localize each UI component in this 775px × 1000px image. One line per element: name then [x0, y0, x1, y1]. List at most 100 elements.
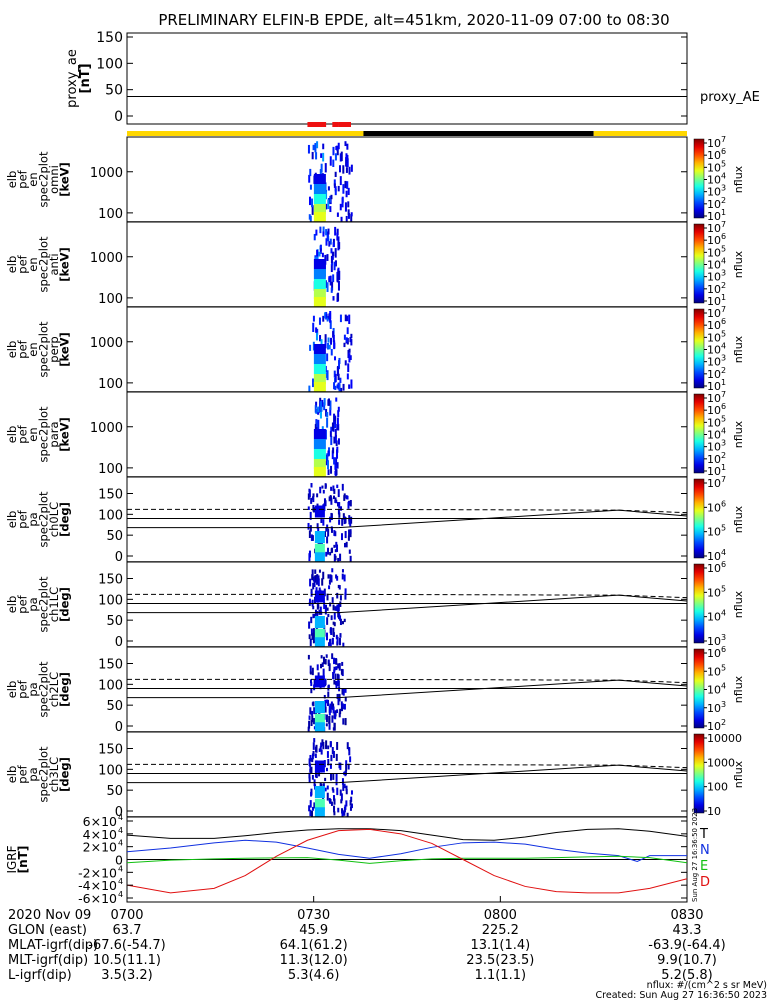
flux-cell [313, 613, 316, 618]
flux-cell [333, 436, 336, 444]
flux-cell [313, 374, 326, 384]
flux-cell [307, 654, 310, 660]
ephem-value: 13.1(1.4) [470, 938, 530, 953]
cb-tick-exponent: 4 [721, 609, 726, 618]
flux-cell [314, 798, 325, 811]
flux-cell [322, 315, 325, 322]
flux-cell [313, 297, 326, 307]
flux-cell [336, 384, 339, 389]
flux-cell [347, 763, 350, 770]
x-date-label: 2020 Nov 09 [8, 908, 91, 923]
cb-tick-label: 10 [707, 186, 721, 199]
flux-cell [313, 259, 326, 269]
flux-cell [340, 793, 343, 801]
y-tick-label: 0 [114, 109, 123, 125]
flux-cell [316, 523, 319, 529]
flux-cell [336, 462, 339, 469]
flux-cell [317, 419, 320, 430]
flux-cell [328, 716, 331, 724]
flux-cell [323, 602, 326, 610]
ch3LC-colorbar [693, 733, 705, 814]
flux-cell [313, 269, 326, 279]
flux-cell [327, 745, 330, 750]
flux-cell [327, 574, 330, 579]
flux-cell [327, 684, 330, 689]
flux-cell [348, 353, 351, 363]
flux-cell [348, 384, 351, 389]
flux-cell [315, 401, 318, 408]
flux-cell [346, 181, 349, 189]
en_perp-colorbar [693, 308, 705, 389]
flux-cell [344, 180, 347, 189]
cb-tick-exponent: 5 [721, 244, 726, 253]
flux-cell [322, 489, 325, 494]
ylabel-line: [keV] [58, 162, 72, 197]
flux-cell [343, 618, 346, 623]
chart-title: PRELIMINARY ELFIN-B EPDE, alt=451km, 202… [158, 11, 669, 29]
flux-cell [339, 553, 342, 561]
cb-tick-label: 10 [707, 586, 721, 599]
ch1LC-frame [126, 561, 688, 648]
cb-tick-exponent: 3 [721, 269, 726, 278]
ylabel-line: [deg] [58, 502, 72, 537]
flux-cell [329, 763, 332, 769]
flux-cell [309, 707, 312, 715]
flux-cell [330, 248, 333, 254]
cb-tick-label: 10 [707, 453, 721, 466]
spectrogram-cells [307, 141, 353, 224]
en_omni-cb-label: nflux [732, 165, 745, 193]
flux-cell [344, 542, 347, 548]
flux-cell [325, 654, 328, 658]
flux-cell [309, 754, 312, 762]
flux-cell [309, 671, 312, 675]
flux-cell [342, 184, 345, 194]
flux-cell [316, 664, 319, 671]
flux-cell [349, 336, 352, 343]
flux-cell [325, 604, 328, 610]
en_para-colorbar [693, 393, 705, 474]
flux-cell [339, 176, 342, 186]
ylabel-line: elb [5, 596, 19, 614]
flux-cell [314, 424, 317, 430]
flux-cell [318, 251, 321, 257]
flux-cell [334, 416, 337, 421]
flux-cell [346, 327, 349, 335]
ylabel-line: pef [16, 764, 30, 783]
flux-cell [336, 673, 339, 679]
flux-cell [324, 312, 327, 319]
flux-cell [333, 612, 336, 620]
ylabel-line: IGRF [5, 845, 19, 873]
flux-cell [307, 726, 310, 734]
flux-cell [314, 786, 325, 798]
spectrogram-cells [308, 311, 353, 395]
flux-cell [319, 782, 322, 788]
flux-cell [339, 601, 342, 607]
flux-cell [310, 688, 313, 694]
flux-cell [332, 495, 335, 500]
flux-cell [329, 407, 332, 416]
flux-cell [325, 632, 328, 641]
flux-cell [311, 806, 314, 811]
spectrogram-cells [307, 653, 347, 735]
flux-cell [335, 773, 338, 781]
flux-cell [308, 553, 311, 562]
igrf-legend-D: D [700, 875, 710, 890]
flux-cell [344, 718, 347, 726]
y-tick-exponent: 4 [118, 877, 123, 886]
flux-cell [325, 767, 328, 772]
flux-cell [349, 799, 352, 806]
flux-cell [338, 585, 341, 590]
flux-cell [326, 699, 329, 704]
cb-tick-exponent: 7 [721, 135, 726, 144]
flux-cell [312, 576, 315, 582]
flux-cell [313, 707, 316, 715]
y-tick-label: 50 [106, 614, 123, 629]
flux-cell [333, 183, 336, 188]
flux-cell [333, 666, 336, 672]
flux-cell [313, 382, 326, 392]
spectrogram-cells [307, 483, 353, 566]
flux-cell [317, 527, 320, 534]
flux-cell [330, 465, 333, 474]
flux-cell [312, 144, 315, 151]
